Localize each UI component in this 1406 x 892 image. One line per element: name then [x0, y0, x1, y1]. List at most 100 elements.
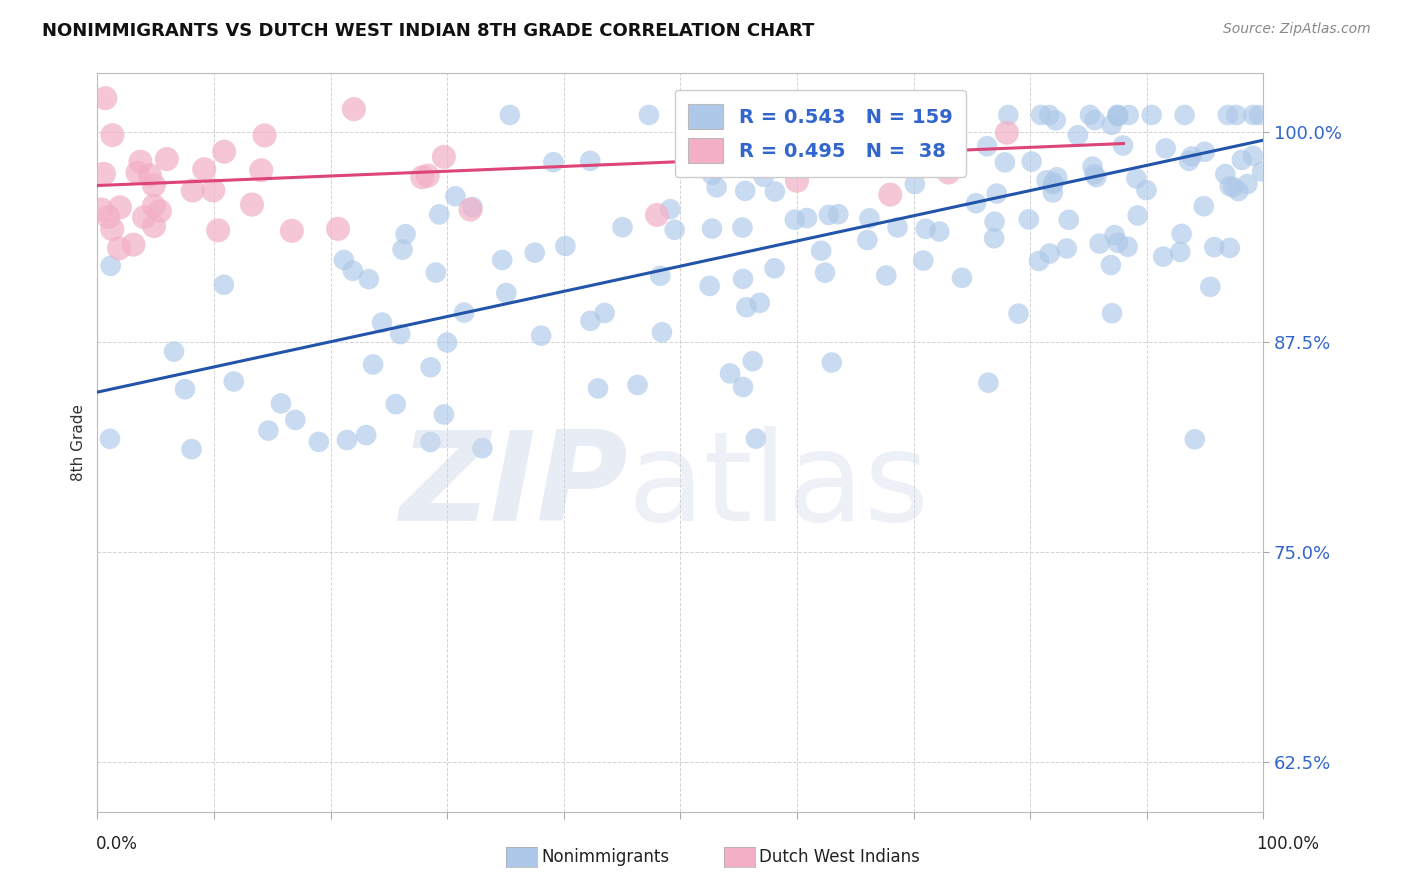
Point: [253, 128, 276, 143]
Text: atlas: atlas: [628, 426, 929, 548]
Point: [659, 202, 682, 216]
Point: [181, 184, 204, 198]
Point: [222, 375, 245, 389]
Point: [1181, 149, 1204, 163]
Point: [499, 108, 522, 122]
Point: [427, 207, 450, 221]
Point: [270, 396, 292, 410]
Point: [342, 264, 364, 278]
Point: [706, 180, 728, 194]
Point: [419, 360, 441, 375]
Point: [995, 126, 1018, 140]
Point: [983, 215, 1005, 229]
Point: [718, 367, 741, 381]
Point: [890, 136, 912, 151]
Point: [1213, 167, 1236, 181]
Point: [1046, 170, 1069, 185]
Point: [281, 224, 304, 238]
Point: [554, 239, 576, 253]
Point: [827, 207, 849, 221]
Point: [1170, 227, 1192, 241]
Point: [1101, 306, 1123, 320]
Point: [90, 202, 112, 217]
Point: [904, 177, 927, 191]
Point: [1084, 113, 1107, 128]
Point: [1219, 241, 1241, 255]
Point: [1067, 128, 1090, 143]
Point: [1007, 307, 1029, 321]
Point: [734, 184, 756, 198]
Point: [142, 178, 165, 193]
Point: [745, 432, 768, 446]
Point: [763, 261, 786, 276]
Point: [142, 199, 165, 213]
Text: NONIMMIGRANTS VS DUTCH WEST INDIAN 8TH GRADE CORRELATION CHART: NONIMMIGRANTS VS DUTCH WEST INDIAN 8TH G…: [42, 22, 814, 40]
Point: [1236, 177, 1258, 191]
Point: [1194, 145, 1216, 159]
Point: [212, 277, 235, 292]
Point: [122, 237, 145, 252]
Point: [748, 295, 770, 310]
Point: [1021, 154, 1043, 169]
Point: [1168, 244, 1191, 259]
Point: [1225, 108, 1247, 122]
Point: [699, 279, 721, 293]
Point: [491, 252, 513, 267]
Point: [965, 196, 987, 211]
Point: [1056, 242, 1078, 256]
Point: [108, 241, 131, 255]
Point: [827, 133, 849, 147]
Point: [1241, 108, 1264, 122]
Point: [461, 200, 484, 214]
Point: [1057, 212, 1080, 227]
Point: [1107, 235, 1129, 250]
Point: [735, 300, 758, 314]
Point: [783, 212, 806, 227]
Point: [333, 252, 356, 267]
Point: [97, 210, 120, 224]
Point: [994, 155, 1017, 169]
Point: [156, 152, 179, 166]
Point: [875, 268, 897, 283]
Point: [416, 169, 439, 183]
Point: [93, 167, 115, 181]
Point: [1135, 183, 1157, 197]
Point: [127, 166, 149, 180]
Point: [700, 221, 723, 235]
Point: [910, 108, 932, 122]
Point: [1247, 108, 1270, 122]
Point: [856, 233, 879, 247]
Point: [143, 219, 166, 233]
Point: [1184, 433, 1206, 447]
Point: [1107, 108, 1129, 122]
Point: [471, 441, 494, 455]
Point: [1152, 250, 1174, 264]
Point: [1039, 246, 1062, 260]
Point: [731, 380, 754, 394]
Point: [240, 197, 263, 211]
Point: [1042, 177, 1064, 191]
Point: [1199, 280, 1222, 294]
Point: [250, 163, 273, 178]
Point: [180, 442, 202, 457]
Point: [1045, 113, 1067, 128]
Point: [651, 326, 673, 340]
Point: [810, 244, 832, 258]
Point: [814, 266, 837, 280]
Point: [308, 434, 330, 449]
Point: [818, 208, 841, 222]
Point: [928, 225, 950, 239]
Point: [284, 413, 307, 427]
Point: [763, 185, 786, 199]
Point: [1126, 209, 1149, 223]
Point: [361, 358, 384, 372]
Point: [1216, 108, 1239, 122]
Point: [977, 376, 1000, 390]
Y-axis label: 8th Grade: 8th Grade: [72, 404, 86, 481]
Point: [1038, 108, 1060, 122]
Point: [731, 272, 754, 286]
Point: [94, 91, 117, 105]
Point: [912, 253, 935, 268]
Point: [821, 355, 844, 369]
Point: [391, 243, 413, 257]
